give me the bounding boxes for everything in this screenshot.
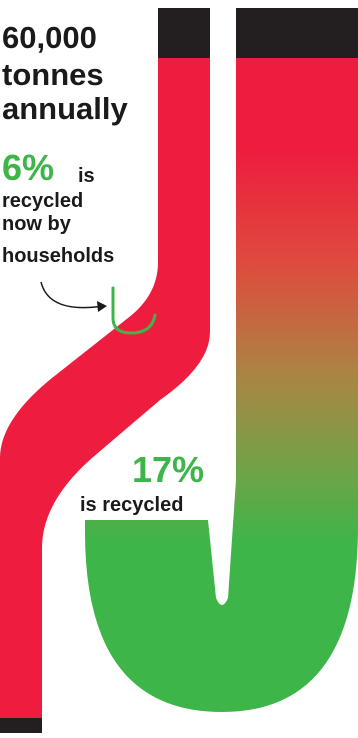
- household-suffix: is: [78, 165, 95, 187]
- household-line-2: recycled: [2, 190, 84, 212]
- household-percent: 6%: [2, 147, 55, 188]
- arrow-head-icon: [97, 301, 107, 312]
- household-line-4: households: [2, 245, 115, 267]
- total-percent: 17%: [132, 449, 205, 490]
- red-pipe: [0, 8, 210, 733]
- recycled-flow-top-cap: [236, 8, 358, 58]
- recycled-flow: [85, 8, 358, 712]
- household-line-3: now by: [2, 213, 71, 235]
- red-pipe-top-cap: [158, 8, 210, 58]
- total-label: is recycled: [80, 494, 184, 516]
- household-hook: [111, 286, 157, 335]
- pointer-arrow: [40, 281, 104, 309]
- headline-line-1: 60,000: [2, 20, 97, 55]
- headline-line-2: tonnes: [2, 57, 104, 92]
- red-pipe-bottom-cap: [0, 718, 42, 733]
- headline-line-3: annually: [2, 91, 128, 126]
